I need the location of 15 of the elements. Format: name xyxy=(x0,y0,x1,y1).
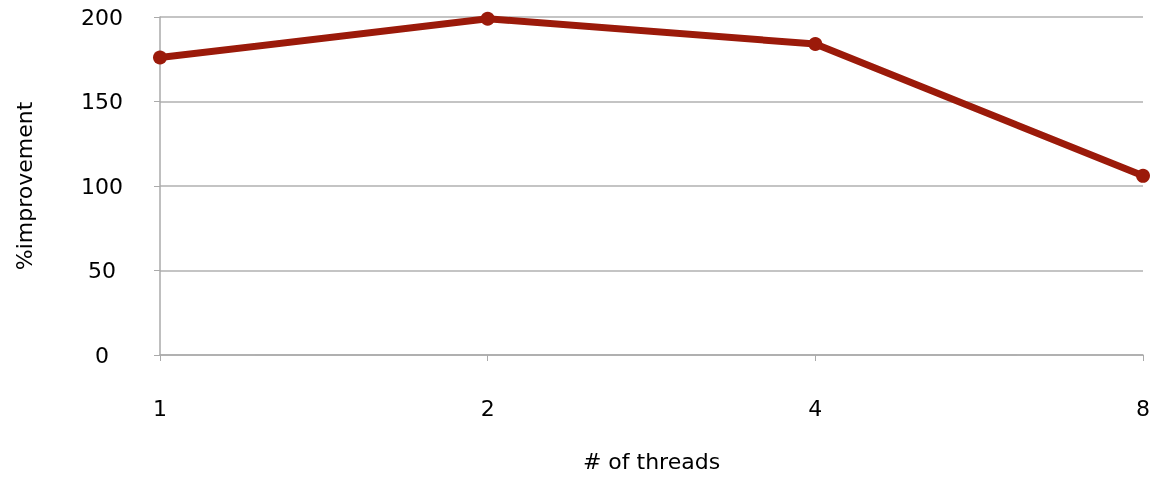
y-axis-title: %improvement xyxy=(11,101,37,271)
point xyxy=(480,11,495,26)
y-tick-label: 150 xyxy=(81,89,123,114)
x-tick-label: 1 xyxy=(153,395,167,421)
y-tick-label: 100 xyxy=(81,173,123,199)
point xyxy=(153,50,167,65)
x-tick-label: 2 xyxy=(480,395,495,421)
x-tick-label: 8 xyxy=(1136,395,1150,421)
y-tick-label: 200 xyxy=(81,4,123,30)
x-tick-label: 4 xyxy=(808,395,823,421)
y-tick-label: 0 xyxy=(95,342,109,368)
point xyxy=(808,37,823,52)
x-axis-title: # of threads xyxy=(582,448,721,474)
point xyxy=(1136,168,1150,183)
y-tick-label: 50 xyxy=(88,258,116,283)
